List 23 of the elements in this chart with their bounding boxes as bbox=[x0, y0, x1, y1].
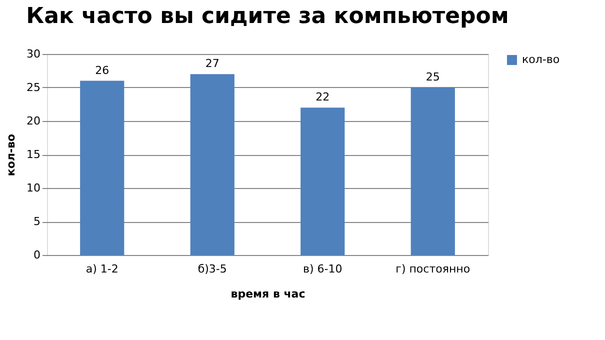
y-tick-label: 30 bbox=[26, 48, 40, 60]
y-tick-label: 10 bbox=[26, 182, 40, 194]
legend-label: кол-во bbox=[522, 53, 560, 66]
data-label: 26 bbox=[95, 64, 110, 77]
chart-title: Как часто вы сидите за компьютером bbox=[26, 4, 509, 29]
x-tick-label: в) 6-10 bbox=[303, 262, 342, 276]
bar bbox=[300, 108, 345, 255]
data-label: 25 bbox=[426, 70, 440, 84]
x-tick-label: а) 1-2 bbox=[86, 262, 118, 276]
data-label: 22 bbox=[316, 90, 330, 104]
y-axis-title: кол-во bbox=[4, 133, 18, 176]
y-tick-label: 20 bbox=[26, 114, 40, 128]
data-label: 27 bbox=[205, 57, 220, 70]
x-tick-label: б)3-5 bbox=[198, 262, 227, 276]
y-tick-label: 5 bbox=[34, 215, 40, 228]
bar bbox=[410, 88, 455, 255]
y-tick-label: 15 bbox=[26, 148, 40, 161]
bar bbox=[80, 80, 124, 255]
bar bbox=[190, 74, 234, 255]
y-tick-label: 0 bbox=[34, 248, 40, 262]
y-tick-label: 25 bbox=[26, 81, 40, 94]
x-axis-title: время в час bbox=[230, 288, 306, 300]
x-tick-label: г) постоянно bbox=[396, 262, 470, 276]
